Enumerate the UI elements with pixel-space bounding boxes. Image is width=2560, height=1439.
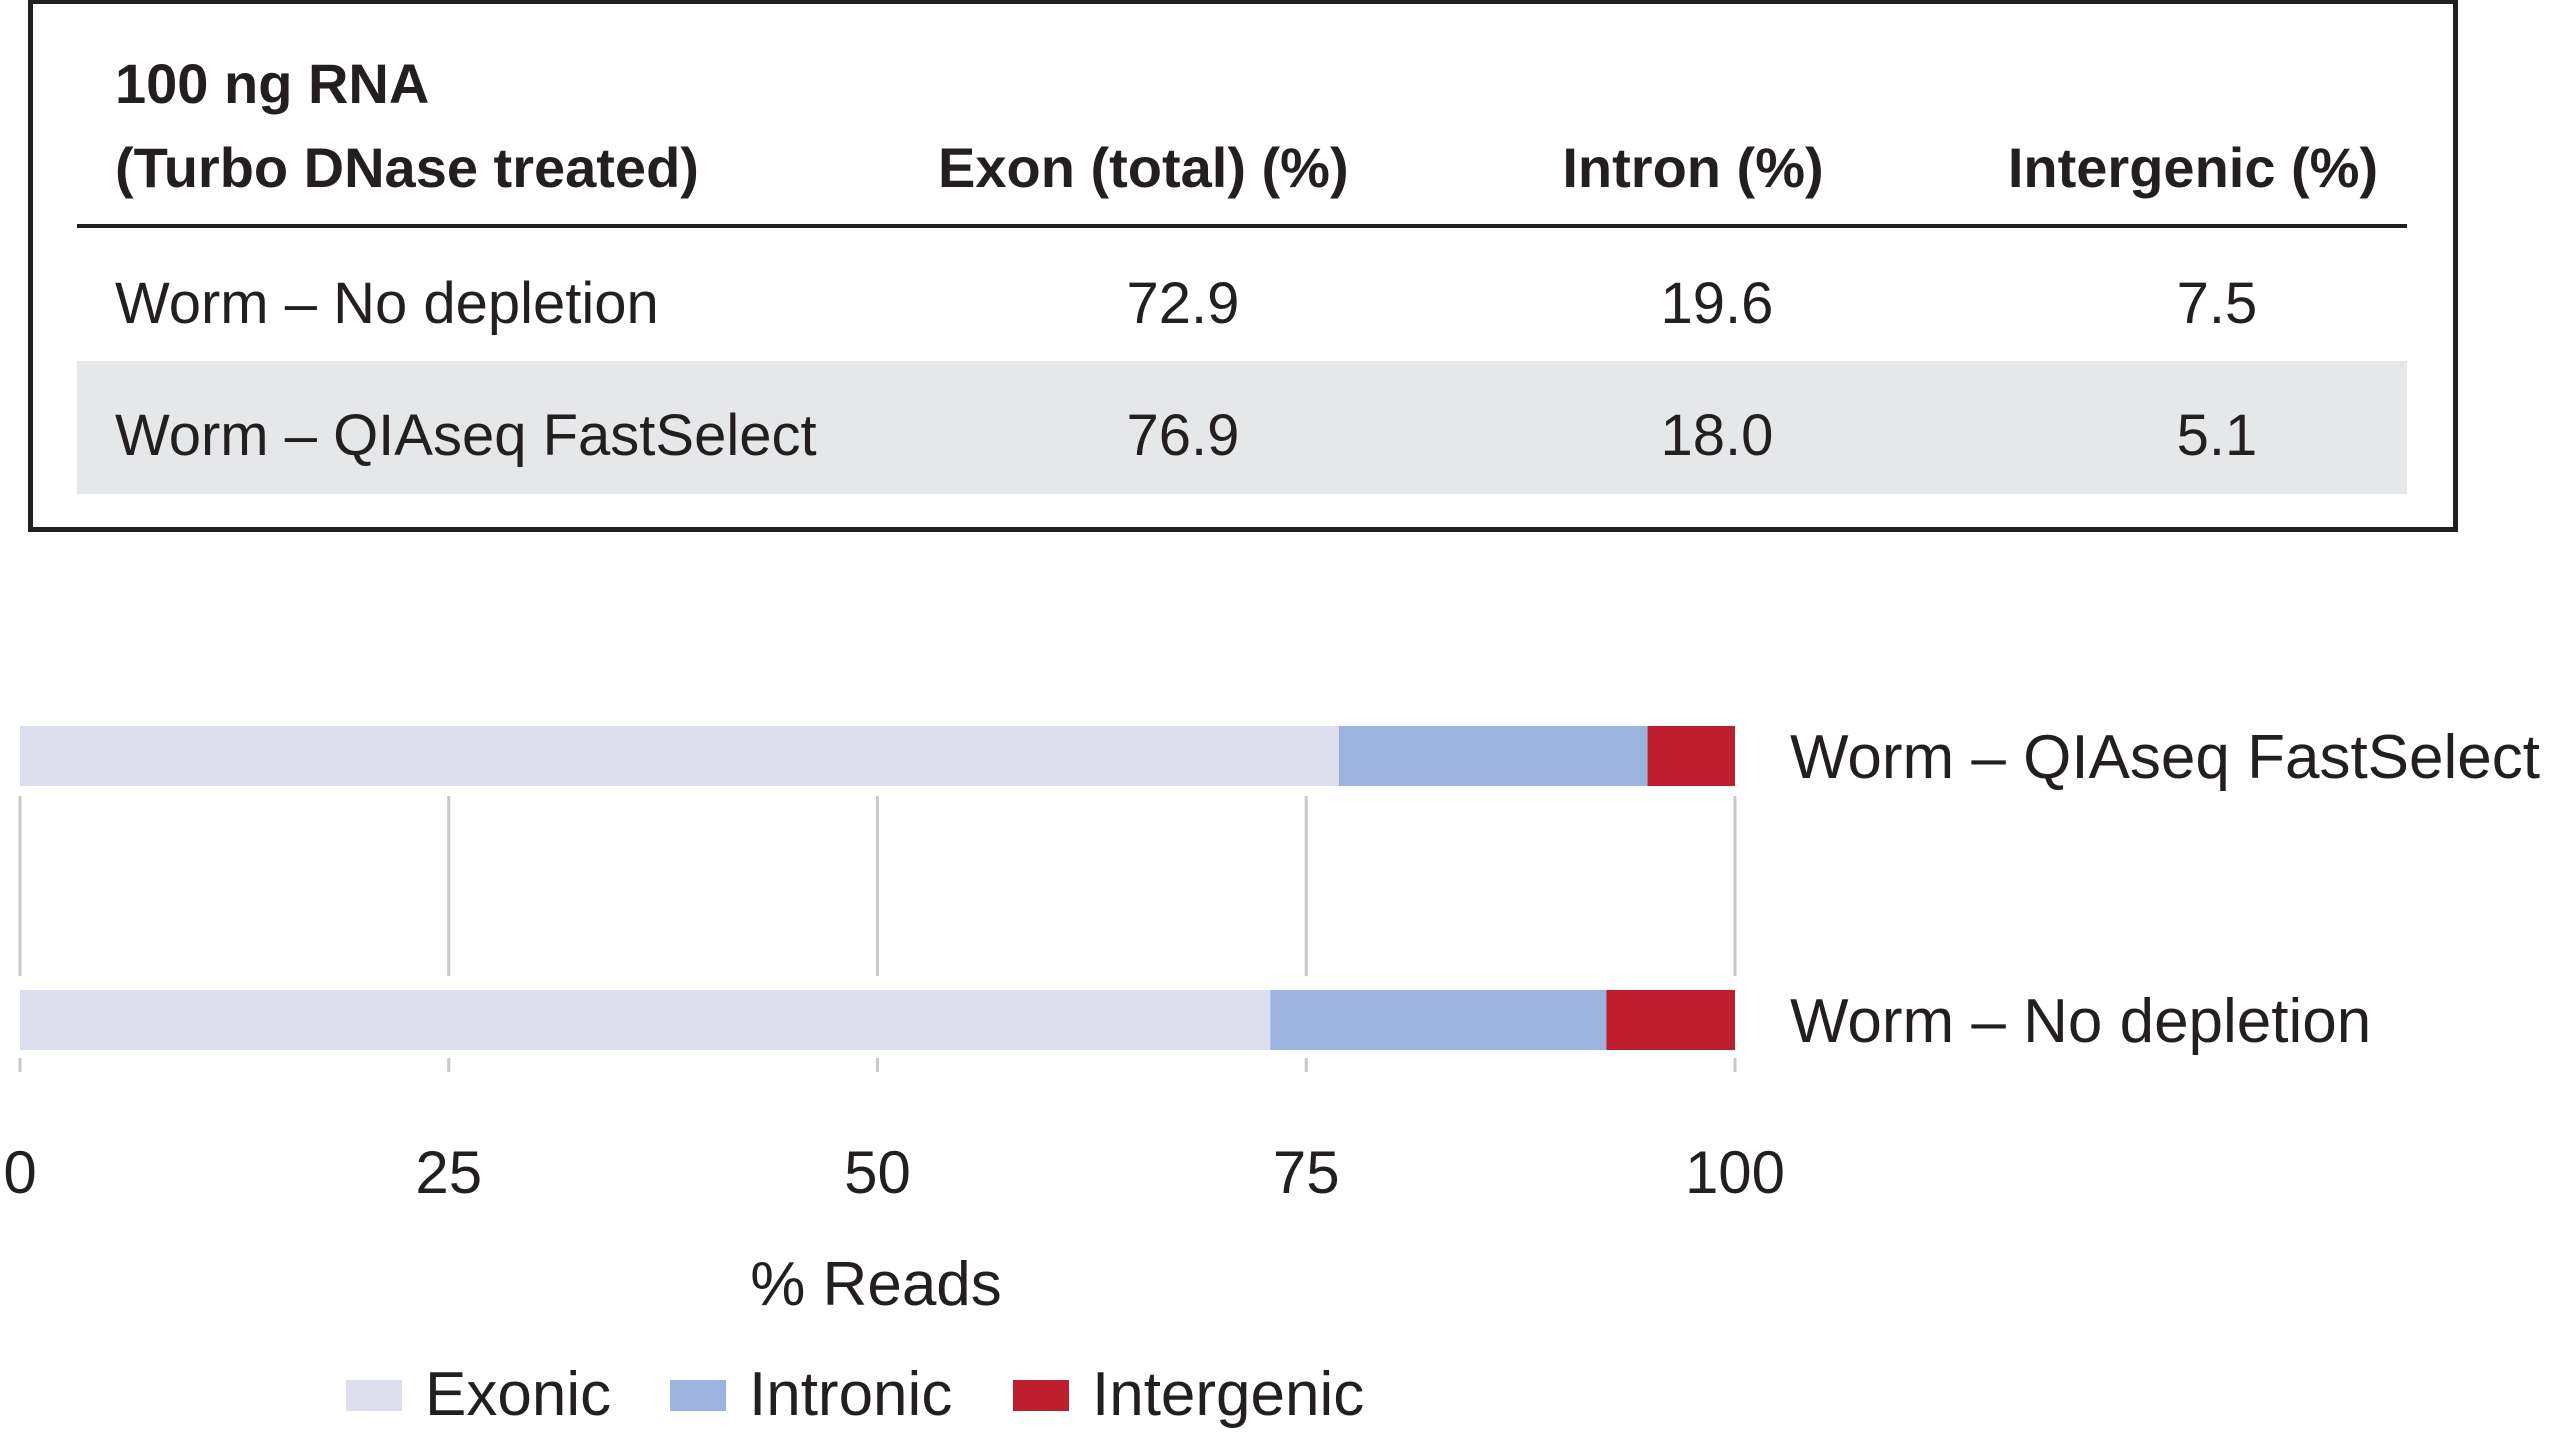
header-intron: Intron (%) [1562,136,1824,199]
header-divider [77,224,2407,228]
category-label: Worm – QIAseq FastSelect [1790,723,2540,792]
bar-segment-exonic [20,990,1271,1050]
intron-value: 19.6 [1660,271,1774,336]
row-highlight [77,361,2407,494]
header-exon: Exon (total) (%) [938,136,1349,199]
x-tick-label: 25 [415,1139,482,1206]
row-label: Worm – QIAseq FastSelect [115,403,817,468]
bar-segment-intergenic [1647,726,1735,786]
gridlines [18,796,1737,1072]
legend-label: Intronic [749,1360,952,1429]
intron-value: 18.0 [1660,403,1774,468]
legend: Exonic Intronic Intergenic [346,1360,1364,1429]
bar-segment-intergenic [1606,990,1735,1050]
bars [20,726,1735,1050]
x-tick-label: 0 [3,1139,36,1206]
x-tick-label: 75 [1273,1139,1340,1206]
category-labels: Worm – QIAseq FastSelect Worm – No deplet… [1790,723,2540,1056]
header-intergenic: Intergenic (%) [2007,136,2379,199]
exon-value: 76.9 [1126,403,1240,468]
header-sample-line1: 100 ng RNA [115,52,430,115]
x-axis-label: % Reads [750,1250,1002,1319]
legend-swatch [1013,1380,1069,1411]
stacked-bar-chart: Worm – QIAseq FastSelect Worm – No deplet… [3,723,2540,1429]
data-table: 100 ng RNA (Turbo DNase treated) Exon (t… [28,0,2458,532]
legend-swatch [670,1380,726,1411]
bar-segment-intronic [1338,726,1648,786]
header-sample-line2: (Turbo DNase treated) [115,136,699,199]
intergenic-value: 7.5 [2176,271,2258,336]
intergenic-value: 5.1 [2176,403,2258,468]
legend-swatch [346,1380,402,1411]
bar-segment-exonic [20,726,1339,786]
row-label: Worm – No depletion [115,271,659,336]
x-tick-label: 50 [844,1139,911,1206]
bar-segment-intronic [1270,990,1607,1050]
legend-label: Exonic [425,1360,611,1429]
legend-label: Intergenic [1092,1360,1364,1429]
category-label: Worm – No depletion [1790,987,2371,1056]
exon-value: 72.9 [1126,271,1240,336]
x-tick-label: 100 [1685,1139,1785,1206]
x-tick-labels: 0 25 50 75 100 [3,1139,1785,1206]
